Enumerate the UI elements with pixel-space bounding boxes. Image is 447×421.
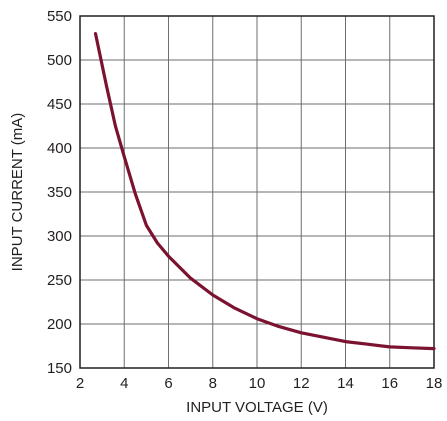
series-line <box>93 31 436 351</box>
y-tick-labels: 150 200 250 300 350 400 450 500 550 <box>47 8 72 377</box>
y-tick-label: 450 <box>47 96 72 113</box>
y-tick-label: 350 <box>47 184 72 201</box>
plot-frame <box>79 15 435 369</box>
y-tick-label: 150 <box>47 360 72 377</box>
y-tick-label: 550 <box>47 8 72 25</box>
x-tick-label: 10 <box>249 375 266 392</box>
x-tick-label: 4 <box>120 375 128 392</box>
x-tick-label: 18 <box>426 375 443 392</box>
x-tick-label: 14 <box>337 375 354 392</box>
x-tick-label: 6 <box>164 375 172 392</box>
y-tick-label: 200 <box>47 316 72 333</box>
y-tick-label: 400 <box>47 140 72 157</box>
series-layer <box>93 31 436 351</box>
x-tick-label: 2 <box>76 375 84 392</box>
x-tick-labels: 2 4 6 8 10 12 14 16 18 <box>76 375 443 392</box>
x-tick-label: 12 <box>293 375 310 392</box>
x-tick-label: 16 <box>381 375 398 392</box>
y-tick-label: 250 <box>47 272 72 289</box>
y-tick-label: 300 <box>47 228 72 245</box>
x-axis-label: INPUT VOLTAGE (V) <box>186 399 328 416</box>
y-tick-label: 500 <box>47 52 72 69</box>
y-axis-label: INPUT CURRENT (mA) <box>9 113 26 272</box>
x-tick-label: 8 <box>209 375 217 392</box>
